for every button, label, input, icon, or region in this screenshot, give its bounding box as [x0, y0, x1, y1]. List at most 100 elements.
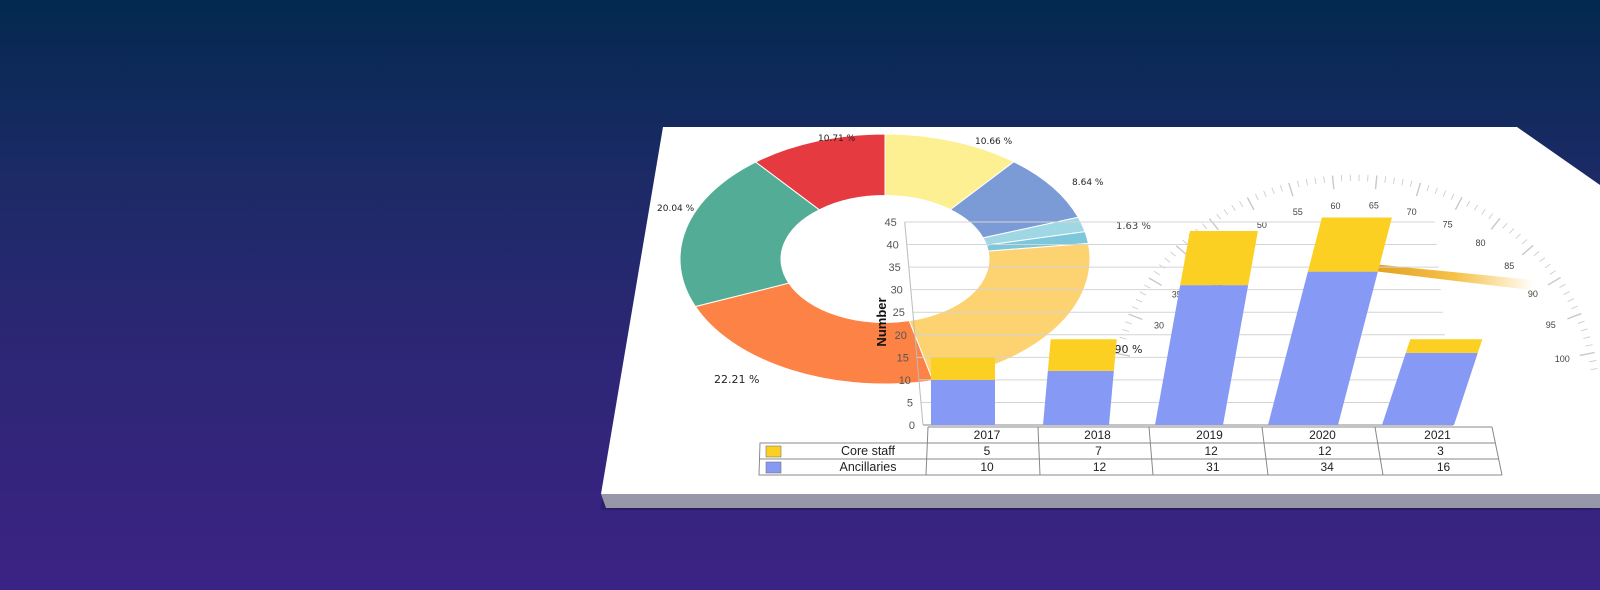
gauge-tick-label: 65	[1369, 201, 1379, 211]
gauge-minor-tick	[1119, 336, 1127, 340]
gauge-major-tick	[1128, 313, 1143, 321]
table-value-cell: 10	[980, 460, 994, 474]
gauge-tick-label: 80	[1475, 238, 1485, 248]
y-tick-label: 35	[889, 262, 901, 274]
gauge-minor-tick	[1271, 187, 1275, 195]
table-header-cell: 2017	[974, 428, 1001, 442]
y-tick-label: 25	[893, 307, 905, 319]
gauge-minor-tick	[1590, 368, 1598, 370]
gauge-major-tick	[1175, 245, 1188, 256]
gauge-minor-tick	[1401, 178, 1404, 186]
gauge-minor-tick	[1153, 270, 1160, 276]
table-header-cell: 2021	[1424, 428, 1451, 442]
bar-ancillaries	[931, 379, 995, 425]
gauge-minor-tick	[1182, 239, 1188, 245]
gauge-minor-tick	[1392, 177, 1395, 184]
legend-swatch	[765, 461, 782, 474]
legend-swatch	[765, 445, 782, 458]
y-tick-label: 0	[909, 420, 915, 432]
gauge-chart: 3035404550556065707580859095100 20 15 0 …	[1115, 174, 1598, 370]
data-table: 2017 2018 2019 2020 2021 Core staff 5 7 12 12 3 Anc…	[758, 426, 1503, 476]
donut-labels: 10.71 % 10.66 % 8.64 % 20.04 % 22.21 % 2…	[657, 134, 1151, 386]
gauge-needle	[1340, 261, 1534, 290]
gauge-minor-tick	[1450, 193, 1455, 200]
table-value-cell: 12	[1318, 444, 1332, 458]
table-col-line	[925, 426, 929, 476]
table-header-cell: 2019	[1196, 428, 1223, 442]
gauge-minor-tick	[1305, 179, 1308, 186]
y-tick-label: 10	[899, 375, 911, 387]
gauge-minor-tick	[1323, 176, 1325, 183]
y-tick-label: 20	[895, 330, 907, 342]
donut-label: 10.66 %	[975, 137, 1013, 147]
gauge-major-tick	[1288, 182, 1294, 197]
gauge-minor-tick	[1488, 213, 1494, 220]
gauge-minor-tick	[1263, 190, 1267, 197]
gauge-minor-tick	[1509, 228, 1515, 234]
legend-label: Ancillaries	[840, 460, 897, 474]
gauge-minor-tick	[1131, 306, 1139, 310]
gauge-minor-tick	[1144, 284, 1151, 289]
gauge-tick-label: 75	[1443, 220, 1453, 230]
gauge-minor-tick	[1473, 204, 1479, 211]
table-value-cell: 12	[1204, 444, 1218, 458]
gauge-minor-tick	[1563, 291, 1570, 295]
table-value-cell: 3	[1437, 444, 1444, 458]
gauge-major-tick	[1415, 182, 1422, 197]
gauge-major-tick	[1454, 196, 1463, 210]
table-col-line	[1148, 426, 1154, 476]
gauge-minor-tick	[1384, 176, 1387, 183]
gauge-tick-label: 95	[1546, 320, 1556, 330]
table-value-cell: 7	[1095, 444, 1102, 458]
gauge-minor-tick	[1125, 321, 1132, 325]
table-value-cell: 31	[1206, 460, 1220, 474]
table-col-line	[1374, 426, 1384, 476]
donut-label: 20.04 %	[657, 204, 695, 214]
donut-label: 8.64 %	[1072, 178, 1104, 188]
gauge-minor-tick	[1442, 190, 1447, 197]
donut-slice	[679, 161, 821, 308]
gauge-minor-tick	[1583, 336, 1591, 339]
gauge-tick-label: 50	[1257, 220, 1267, 230]
gauge-major-tick	[1547, 276, 1561, 286]
donut-label: 10.71 %	[818, 134, 856, 144]
gauge-minor-tick	[1223, 209, 1229, 216]
y-tick-label: 40	[887, 240, 899, 252]
gauge-minor-tick	[1589, 360, 1597, 363]
gauge-minor-tick	[1502, 223, 1508, 229]
bar-ancillaries	[1382, 352, 1478, 425]
gauge-minor-tick	[1577, 320, 1585, 324]
gauge-tick-label: 55	[1293, 207, 1303, 217]
gauge-minor-tick	[1255, 193, 1259, 201]
gauge-major-tick	[1521, 244, 1534, 256]
donut-slice	[694, 282, 934, 385]
gauge-minor-tick	[1521, 239, 1528, 245]
gauge-major-tick	[1490, 217, 1501, 230]
gauge-minor-tick	[1539, 257, 1546, 263]
gauge-minor-tick	[1559, 284, 1566, 289]
table-value-cell: 12	[1093, 460, 1107, 474]
bar-core-staff	[1047, 339, 1117, 371]
gauge-minor-tick	[1481, 208, 1486, 215]
gauge-minor-tick	[1158, 264, 1165, 269]
gauge-minor-tick	[1139, 291, 1147, 296]
table-value-cell: 34	[1320, 460, 1334, 474]
table-col-line	[1261, 426, 1269, 476]
y-tick-label: 15	[897, 352, 909, 364]
gauge-major-tick	[1208, 218, 1219, 231]
gauge-major-tick	[1579, 351, 1595, 357]
gauge-minor-tick	[1216, 213, 1221, 220]
gauge-major-tick	[1246, 197, 1255, 211]
bar-ancillaries	[1043, 370, 1114, 425]
gauge-minor-tick	[1549, 270, 1556, 275]
gauge-minor-tick	[1466, 200, 1471, 207]
gauge-tick-label: 30	[1154, 321, 1164, 331]
table-header-cell: 2018	[1084, 428, 1111, 442]
y-tick-label: 30	[891, 285, 903, 297]
gauge-tick-label: 35	[1172, 289, 1182, 299]
gauge-minor-tick	[1297, 180, 1300, 188]
table-col-line	[1037, 426, 1041, 476]
bar-y-tick-labels: 0 5 10 15 20 25 30 35 40 45	[884, 217, 915, 432]
gauge-minor-tick	[1580, 328, 1588, 332]
